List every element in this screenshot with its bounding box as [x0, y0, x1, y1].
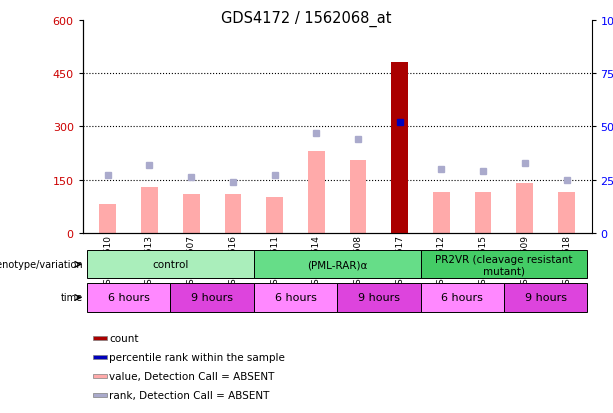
Bar — [87, 251, 254, 279]
Text: 6 hours: 6 hours — [108, 293, 150, 303]
Text: 6 hours: 6 hours — [275, 293, 316, 303]
Text: value, Detection Call = ABSENT: value, Detection Call = ABSENT — [109, 371, 275, 381]
Text: PR2VR (cleavage resistant
mutant): PR2VR (cleavage resistant mutant) — [435, 254, 573, 275]
Text: 9 hours: 9 hours — [358, 293, 400, 303]
Text: 9 hours: 9 hours — [525, 293, 566, 303]
Bar — [421, 251, 587, 279]
Bar — [308, 152, 325, 233]
Bar — [87, 284, 170, 312]
Text: percentile rank within the sample: percentile rank within the sample — [109, 352, 285, 362]
Bar — [183, 195, 199, 233]
Bar — [504, 284, 587, 312]
Bar — [475, 192, 492, 233]
Text: time: time — [61, 293, 83, 303]
Text: count: count — [109, 333, 139, 343]
Text: control: control — [152, 260, 189, 270]
Text: 6 hours: 6 hours — [441, 293, 483, 303]
Bar — [266, 198, 283, 233]
Bar — [99, 205, 116, 233]
Text: rank, Detection Call = ABSENT: rank, Detection Call = ABSENT — [109, 390, 269, 400]
Bar — [517, 184, 533, 233]
Bar — [349, 161, 367, 233]
Bar — [93, 355, 107, 359]
Bar — [391, 63, 408, 233]
Bar — [224, 195, 242, 233]
Text: GDS4172 / 1562068_at: GDS4172 / 1562068_at — [221, 10, 392, 26]
Bar — [93, 336, 107, 340]
Bar — [141, 187, 158, 233]
Bar — [433, 192, 450, 233]
Bar — [170, 284, 254, 312]
Bar — [254, 284, 337, 312]
Bar — [421, 284, 504, 312]
Text: genotype/variation: genotype/variation — [0, 260, 83, 270]
Bar — [93, 393, 107, 397]
Text: (PML-RAR)α: (PML-RAR)α — [307, 260, 367, 270]
Bar — [337, 284, 421, 312]
Bar — [254, 251, 421, 279]
Bar — [558, 192, 575, 233]
Bar — [93, 374, 107, 378]
Text: 9 hours: 9 hours — [191, 293, 233, 303]
